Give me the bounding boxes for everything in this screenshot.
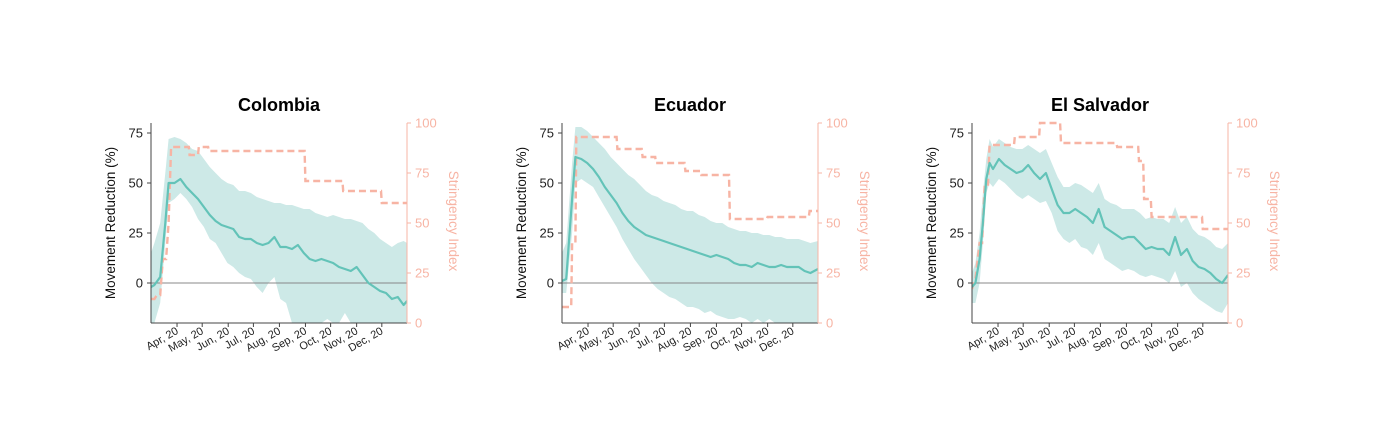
y-tick-label: 50 — [540, 176, 554, 191]
y-right-tick-label: 0 — [415, 316, 422, 331]
y-right-tick-label: 75 — [1236, 166, 1250, 181]
y-right-tick-label: 75 — [415, 166, 429, 181]
chart-title: Ecuador — [654, 95, 726, 115]
confidence-band — [562, 127, 818, 323]
chart-title: El Salvador — [1051, 95, 1149, 115]
y-right-tick-label: 25 — [826, 266, 840, 281]
y-tick-label: 25 — [950, 226, 964, 241]
y-right-tick-label: 50 — [826, 216, 840, 231]
y-right-axis-label: Stringency Index — [857, 171, 872, 272]
y-right-tick-label: 100 — [415, 116, 437, 131]
y-tick-label: 50 — [129, 176, 143, 191]
confidence-band — [151, 137, 407, 323]
stringency-index-line — [562, 135, 818, 309]
y-right-tick-label: 100 — [1236, 116, 1258, 131]
movement-reduction-line — [151, 177, 407, 307]
y-axis-label: Movement Reduction (%) — [924, 147, 939, 299]
y-tick-label: 0 — [957, 276, 964, 291]
y-right-tick-label: 50 — [1236, 216, 1250, 231]
stringency-index-line — [151, 145, 407, 301]
y-tick-label: 0 — [136, 276, 143, 291]
y-right-tick-label: 0 — [826, 316, 833, 331]
y-axis-label: Movement Reduction (%) — [103, 147, 118, 299]
confidence-band — [972, 139, 1228, 313]
stringency-index-line — [972, 121, 1228, 290]
y-tick-label: 25 — [540, 226, 554, 241]
y-right-tick-label: 50 — [415, 216, 429, 231]
y-right-tick-label: 75 — [826, 166, 840, 181]
y-axis-label: Movement Reduction (%) — [514, 147, 529, 299]
y-tick-label: 25 — [129, 226, 143, 241]
y-right-axis-label: Stringency Index — [1267, 171, 1282, 272]
chart-title: Colombia — [238, 95, 321, 115]
movement-reduction-line — [972, 157, 1228, 288]
y-tick-label: 75 — [129, 126, 143, 141]
y-right-tick-label: 0 — [1236, 316, 1243, 331]
movement-reduction-line — [562, 155, 818, 282]
y-tick-label: 50 — [950, 176, 964, 191]
y-tick-label: 75 — [950, 126, 964, 141]
y-right-tick-label: 100 — [826, 116, 848, 131]
y-tick-label: 0 — [547, 276, 554, 291]
y-right-tick-label: 25 — [1236, 266, 1250, 281]
y-right-tick-label: 25 — [415, 266, 429, 281]
y-right-axis-label: Stringency Index — [446, 171, 461, 272]
y-tick-label: 75 — [540, 126, 554, 141]
